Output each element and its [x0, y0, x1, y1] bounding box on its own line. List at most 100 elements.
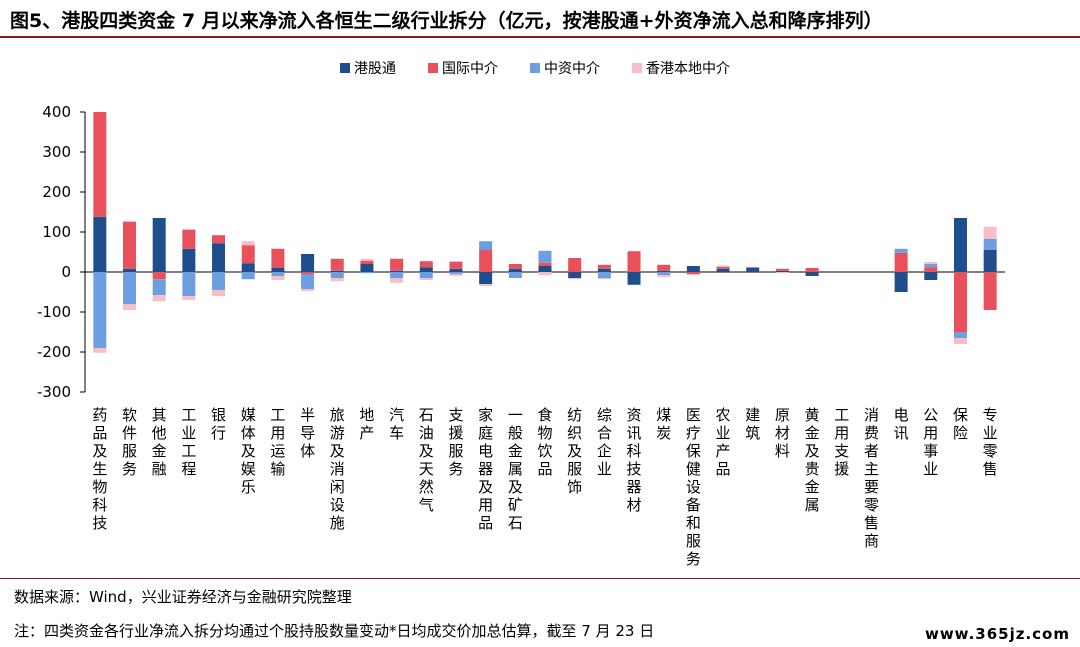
category-label: 旅游及消闲设施: [330, 406, 345, 532]
category-label: 电讯: [894, 406, 909, 442]
legend-swatch: [428, 63, 438, 73]
bar-segment: [449, 268, 463, 272]
legend-swatch: [632, 63, 642, 73]
bar-segment: [775, 270, 789, 272]
bar-segment: [212, 235, 226, 244]
bar-segment: [479, 284, 493, 286]
bar-segment: [330, 272, 344, 278]
bar-segment: [597, 264, 611, 269]
footer-divider: [0, 578, 1080, 579]
bar-segment: [568, 278, 582, 280]
category-label: 建筑: [745, 406, 760, 442]
bar-segment: [152, 279, 166, 296]
title-divider: [0, 36, 1080, 38]
bar-segment: [479, 250, 493, 272]
category-label: 农业产品: [716, 406, 731, 478]
bars-layer: [93, 112, 997, 353]
category-label: 资讯科技器材: [627, 406, 642, 514]
category-label: 工用运输: [270, 406, 285, 478]
bar-segment: [212, 290, 226, 296]
legend-swatch: [530, 63, 540, 73]
category-label: 银行: [211, 406, 226, 442]
bar-segment: [152, 295, 166, 302]
bar-segment: [538, 262, 552, 266]
bar-segment: [538, 250, 552, 263]
axis-layer: 400 300 200 100 0 -100 -200 -300: [37, 103, 1005, 401]
bar-segment: [894, 272, 908, 292]
bar-segment: [953, 272, 967, 332]
category-label: 工业工程: [181, 406, 196, 478]
bar-segment: [657, 275, 671, 278]
bar-segment: [241, 263, 255, 272]
bar-segment: [419, 278, 433, 280]
category-label: 药品及生物科技: [92, 406, 107, 532]
bar-segment: [123, 268, 137, 272]
bar-segment: [330, 270, 344, 272]
bar-segment: [983, 238, 997, 250]
bar-segment: [953, 332, 967, 338]
bar-segment: [924, 267, 938, 272]
y-tick-label: -100: [37, 303, 71, 321]
bar-segment: [805, 272, 819, 276]
bar-segment: [627, 272, 641, 285]
legend-label: 国际中介: [442, 61, 498, 77]
bar-segment: [212, 243, 226, 272]
bar-segment: [301, 289, 315, 292]
bar-segment: [419, 272, 433, 278]
bar-segment: [182, 248, 196, 272]
bar-segment: [123, 221, 137, 269]
bar-segment: [716, 266, 730, 269]
category-label: 家庭电器及用品: [478, 406, 493, 532]
bar-segment: [686, 266, 700, 272]
bar-segment: [775, 268, 789, 271]
data-source-text: 数据来源：Wind，兴业证券经济与金融研究院整理: [14, 588, 352, 606]
bar-segment: [330, 258, 344, 271]
bar-segment: [479, 241, 493, 250]
bar-segment: [301, 254, 315, 272]
category-label: 软件服务: [122, 406, 137, 478]
bar-segment: [479, 272, 493, 284]
bar-segment: [241, 241, 255, 246]
chart-title: 图5、港股四类资金 7 月以来净流入各恒生二级行业拆分（亿元，按港股通+外资净流…: [10, 10, 883, 32]
bar-segment: [449, 274, 463, 276]
bar-segment: [241, 245, 255, 264]
bar-segment: [657, 264, 671, 271]
bar-segment: [360, 260, 374, 264]
bar-segment: [182, 229, 196, 249]
bar-segment: [241, 272, 255, 280]
legend-label: 港股通: [354, 61, 396, 77]
bar-segment: [568, 258, 582, 272]
bar-segment: [93, 112, 107, 217]
category-label: 专业零售: [983, 406, 998, 478]
bar-segment: [419, 267, 433, 272]
category-label: 原材料: [775, 406, 790, 460]
bar-segment: [657, 272, 671, 276]
bar-segment: [360, 272, 374, 274]
category-label: 黄金及贵金属: [805, 406, 820, 514]
category-label: 医疗保健设备和服务: [686, 406, 701, 568]
category-label: 公用事业: [923, 406, 938, 478]
category-label: 综合企业: [597, 406, 612, 478]
bar-segment: [93, 348, 107, 353]
category-label: 煤炭: [656, 406, 671, 442]
bar-segment: [983, 226, 997, 239]
bar-segment: [152, 272, 166, 280]
bar-segment: [508, 268, 522, 272]
bar-segment: [390, 270, 404, 272]
bar-segment: [123, 272, 137, 304]
bar-segment: [924, 272, 938, 280]
bar-segment: [597, 278, 611, 280]
bar-segment: [924, 262, 938, 264]
bar-segment: [538, 272, 552, 276]
legend-label: 香港本地中介: [646, 61, 730, 77]
bar-segment: [301, 272, 315, 274]
bar-segment: [953, 338, 967, 344]
bar-segment: [568, 272, 582, 278]
bar-segment: [152, 218, 166, 272]
bar-segment: [775, 272, 789, 274]
bar-segment: [212, 272, 226, 290]
footnote-text: 注：四类资金各行业净流入拆分均通过个股持股数量变动*日均成交价加总估算，截至 7…: [14, 622, 655, 640]
bar-segment: [449, 261, 463, 269]
bar-segment: [538, 266, 552, 272]
bar-segment: [686, 272, 700, 274]
